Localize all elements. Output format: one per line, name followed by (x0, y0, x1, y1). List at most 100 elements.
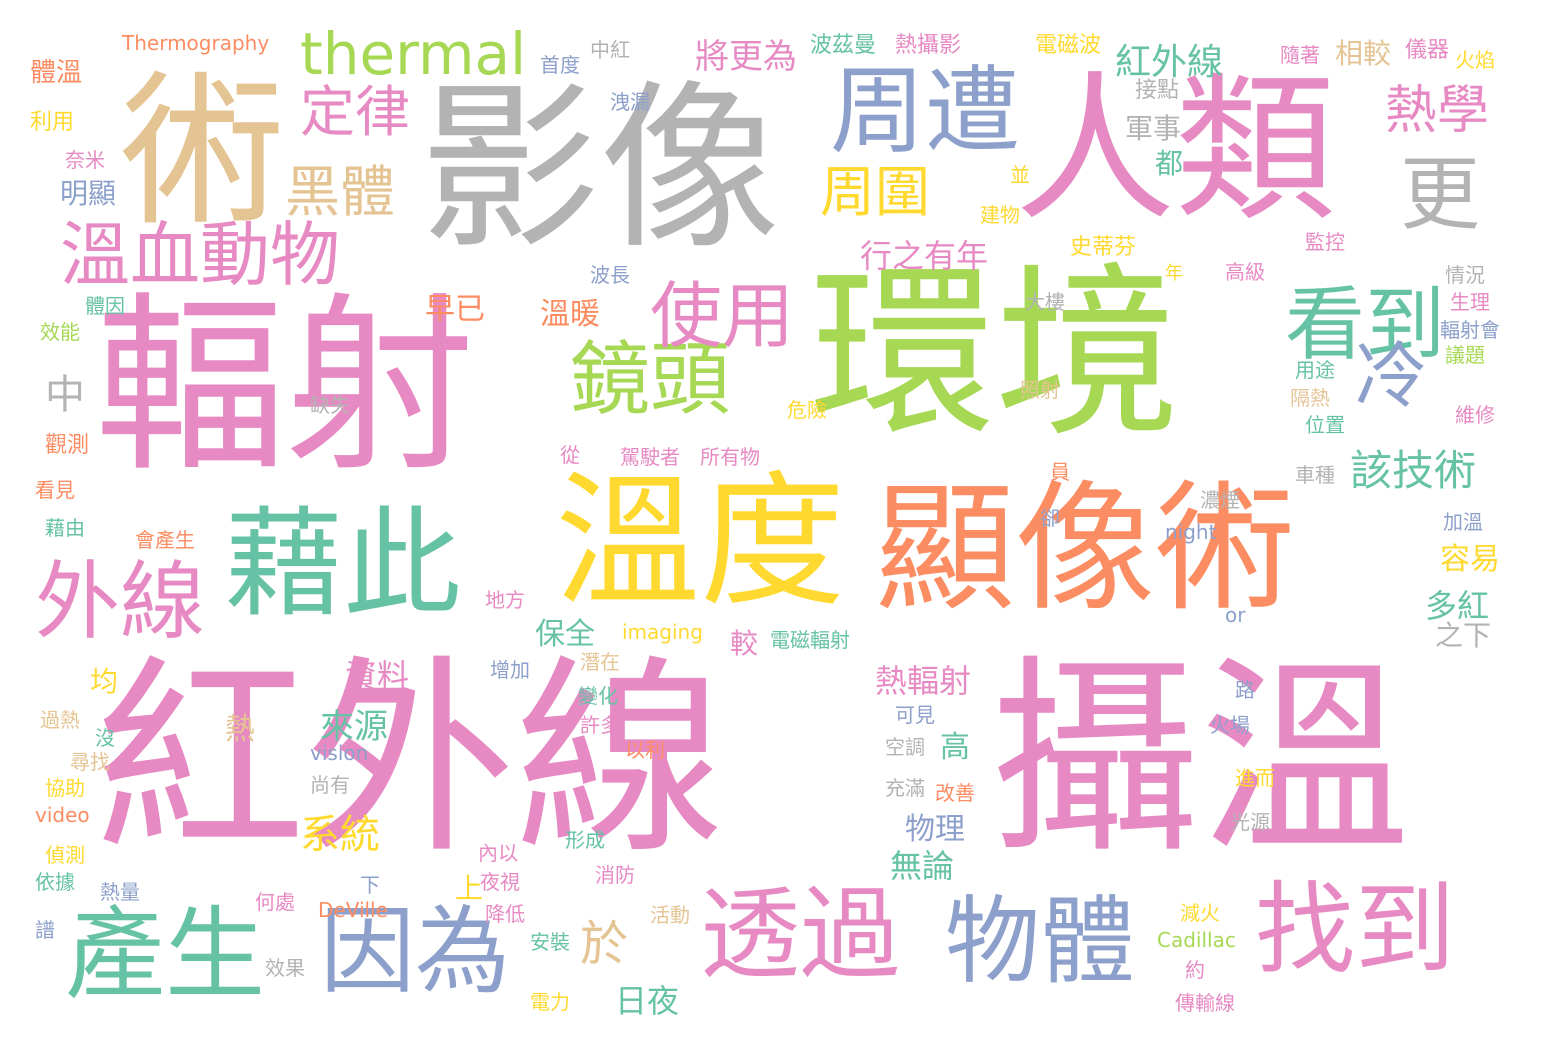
cloud-word: 無論 (890, 847, 955, 885)
cloud-word: 洩漏 (610, 90, 650, 114)
cloud-word: 地方 (485, 588, 525, 612)
cloud-word: 看見 (35, 478, 75, 502)
cloud-word: 將更為 (695, 37, 797, 77)
cloud-word: 約 (1185, 958, 1205, 982)
cloud-word: 輻射 (95, 276, 476, 497)
cloud-word: 冷 (1355, 334, 1428, 418)
cloud-word: 位置 (1305, 413, 1345, 437)
cloud-word: 溫暖 (540, 297, 600, 332)
cloud-word: 隨著 (1280, 43, 1320, 67)
cloud-word: 容易 (1440, 542, 1500, 577)
cloud-word: 加溫 (1443, 510, 1483, 534)
cloud-word: 監控 (1305, 230, 1345, 254)
cloud-word: 變化 (578, 684, 618, 708)
cloud-word: 於 (580, 916, 629, 972)
cloud-word: 接點 (1135, 78, 1180, 103)
cloud-word: 年 (1165, 263, 1183, 284)
cloud-word: 熱輻射 (875, 662, 972, 700)
cloud-word: 奈米 (65, 148, 105, 172)
cloud-word: 缺失 (310, 393, 350, 417)
cloud-word: 之下 (1435, 619, 1492, 652)
cloud-word: 周圍 (820, 160, 931, 224)
cloud-word: 熱學 (1385, 81, 1490, 141)
cloud-word: 溫血動物 (60, 214, 340, 296)
cloud-word: 高級 (1225, 260, 1265, 284)
cloud-word: 藉由 (45, 516, 85, 540)
cloud-word: 危險 (787, 398, 827, 422)
cloud-word: Cadillac (1157, 928, 1236, 952)
cloud-word: 尋找 (70, 750, 110, 774)
cloud-word: 何處 (255, 890, 295, 914)
cloud-word: 濃煙 (1200, 488, 1240, 512)
cloud-word: 減火 (1180, 901, 1220, 925)
cloud-word: 活動 (650, 903, 690, 927)
cloud-word: 從 (560, 443, 580, 467)
cloud-word: 效能 (40, 320, 80, 344)
cloud-word: 熱量 (100, 880, 140, 904)
cloud-word: 資料 (345, 657, 410, 695)
cloud-word: 人類 (1015, 56, 1336, 243)
cloud-word: 藉此 (225, 495, 462, 633)
cloud-word: 電力 (530, 990, 570, 1014)
cloud-word: 火場 (1210, 713, 1250, 737)
cloud-word: 可見 (895, 703, 935, 727)
cloud-word: 體溫 (30, 58, 83, 88)
cloud-word: 議題 (1445, 343, 1485, 367)
cloud-word: vision (310, 741, 369, 765)
cloud-word: 空調 (885, 735, 925, 759)
cloud-word: 均 (90, 665, 119, 698)
cloud-word: 透過 (700, 876, 900, 993)
cloud-word: 溫度 (555, 458, 845, 627)
cloud-word: 都 (1155, 147, 1184, 180)
cloud-word: 觀測 (45, 433, 90, 458)
cloud-word: 隔熱 (1290, 386, 1330, 410)
cloud-word: 上 (455, 872, 484, 905)
cloud-word: 波茲曼 (810, 33, 877, 58)
cloud-word: 依據 (35, 870, 75, 894)
cloud-word: 生理 (1450, 290, 1490, 314)
cloud-word: 車種 (1295, 463, 1335, 487)
cloud-word: 火焰 (1455, 48, 1495, 72)
cloud-word: 使用 (650, 274, 795, 358)
cloud-word: 消防 (595, 863, 635, 887)
cloud-word: thermal (300, 20, 527, 88)
cloud-word: 高 (940, 730, 970, 765)
cloud-word: 下 (360, 873, 380, 897)
cloud-word: 外線 (35, 553, 206, 652)
cloud-word: 相較 (1335, 37, 1392, 70)
cloud-word: 早已 (425, 292, 485, 327)
cloud-word: 譜 (35, 918, 55, 942)
cloud-word: 傳輸線 (1175, 991, 1235, 1015)
cloud-word: 夜視 (480, 870, 520, 894)
cloud-word: 鏡頭 (570, 333, 730, 426)
cloud-word: 員 (1050, 460, 1070, 484)
cloud-word: 偵測 (45, 843, 85, 867)
cloud-word: 來源 (320, 707, 388, 747)
cloud-word: 許多 (580, 713, 620, 737)
cloud-word: 儀器 (1405, 38, 1450, 63)
cloud-word: 軍事 (1125, 112, 1182, 145)
cloud-word: 改善 (935, 781, 975, 805)
cloud-word: 較 (730, 627, 759, 660)
cloud-word: 更 (1400, 148, 1480, 241)
cloud-word: 安裝 (530, 930, 570, 954)
cloud-word: 用途 (1295, 358, 1335, 382)
cloud-word: 建物 (980, 203, 1020, 227)
cloud-word: imaging (622, 620, 703, 644)
cloud-word: 攝溫 (990, 637, 1411, 882)
cloud-word: 所有物 (700, 445, 760, 469)
cloud-word: 會產生 (135, 528, 195, 552)
cloud-word: 潛在 (580, 650, 620, 674)
cloud-word: 史蒂芬 (1070, 235, 1137, 260)
cloud-word: 物體 (945, 887, 1136, 997)
cloud-word: 波長 (590, 263, 630, 287)
cloud-word: 熱 (225, 712, 255, 747)
cloud-word: night (1165, 520, 1217, 544)
cloud-word: 該技術 (1350, 446, 1477, 495)
cloud-word: 以利 (625, 738, 665, 762)
cloud-word: 效果 (265, 956, 305, 980)
cloud-word: 光源 (1230, 810, 1270, 834)
cloud-word: 顯像術 (875, 468, 1296, 631)
cloud-word: video (35, 803, 90, 827)
cloud-word: 多紅 (1425, 587, 1490, 625)
